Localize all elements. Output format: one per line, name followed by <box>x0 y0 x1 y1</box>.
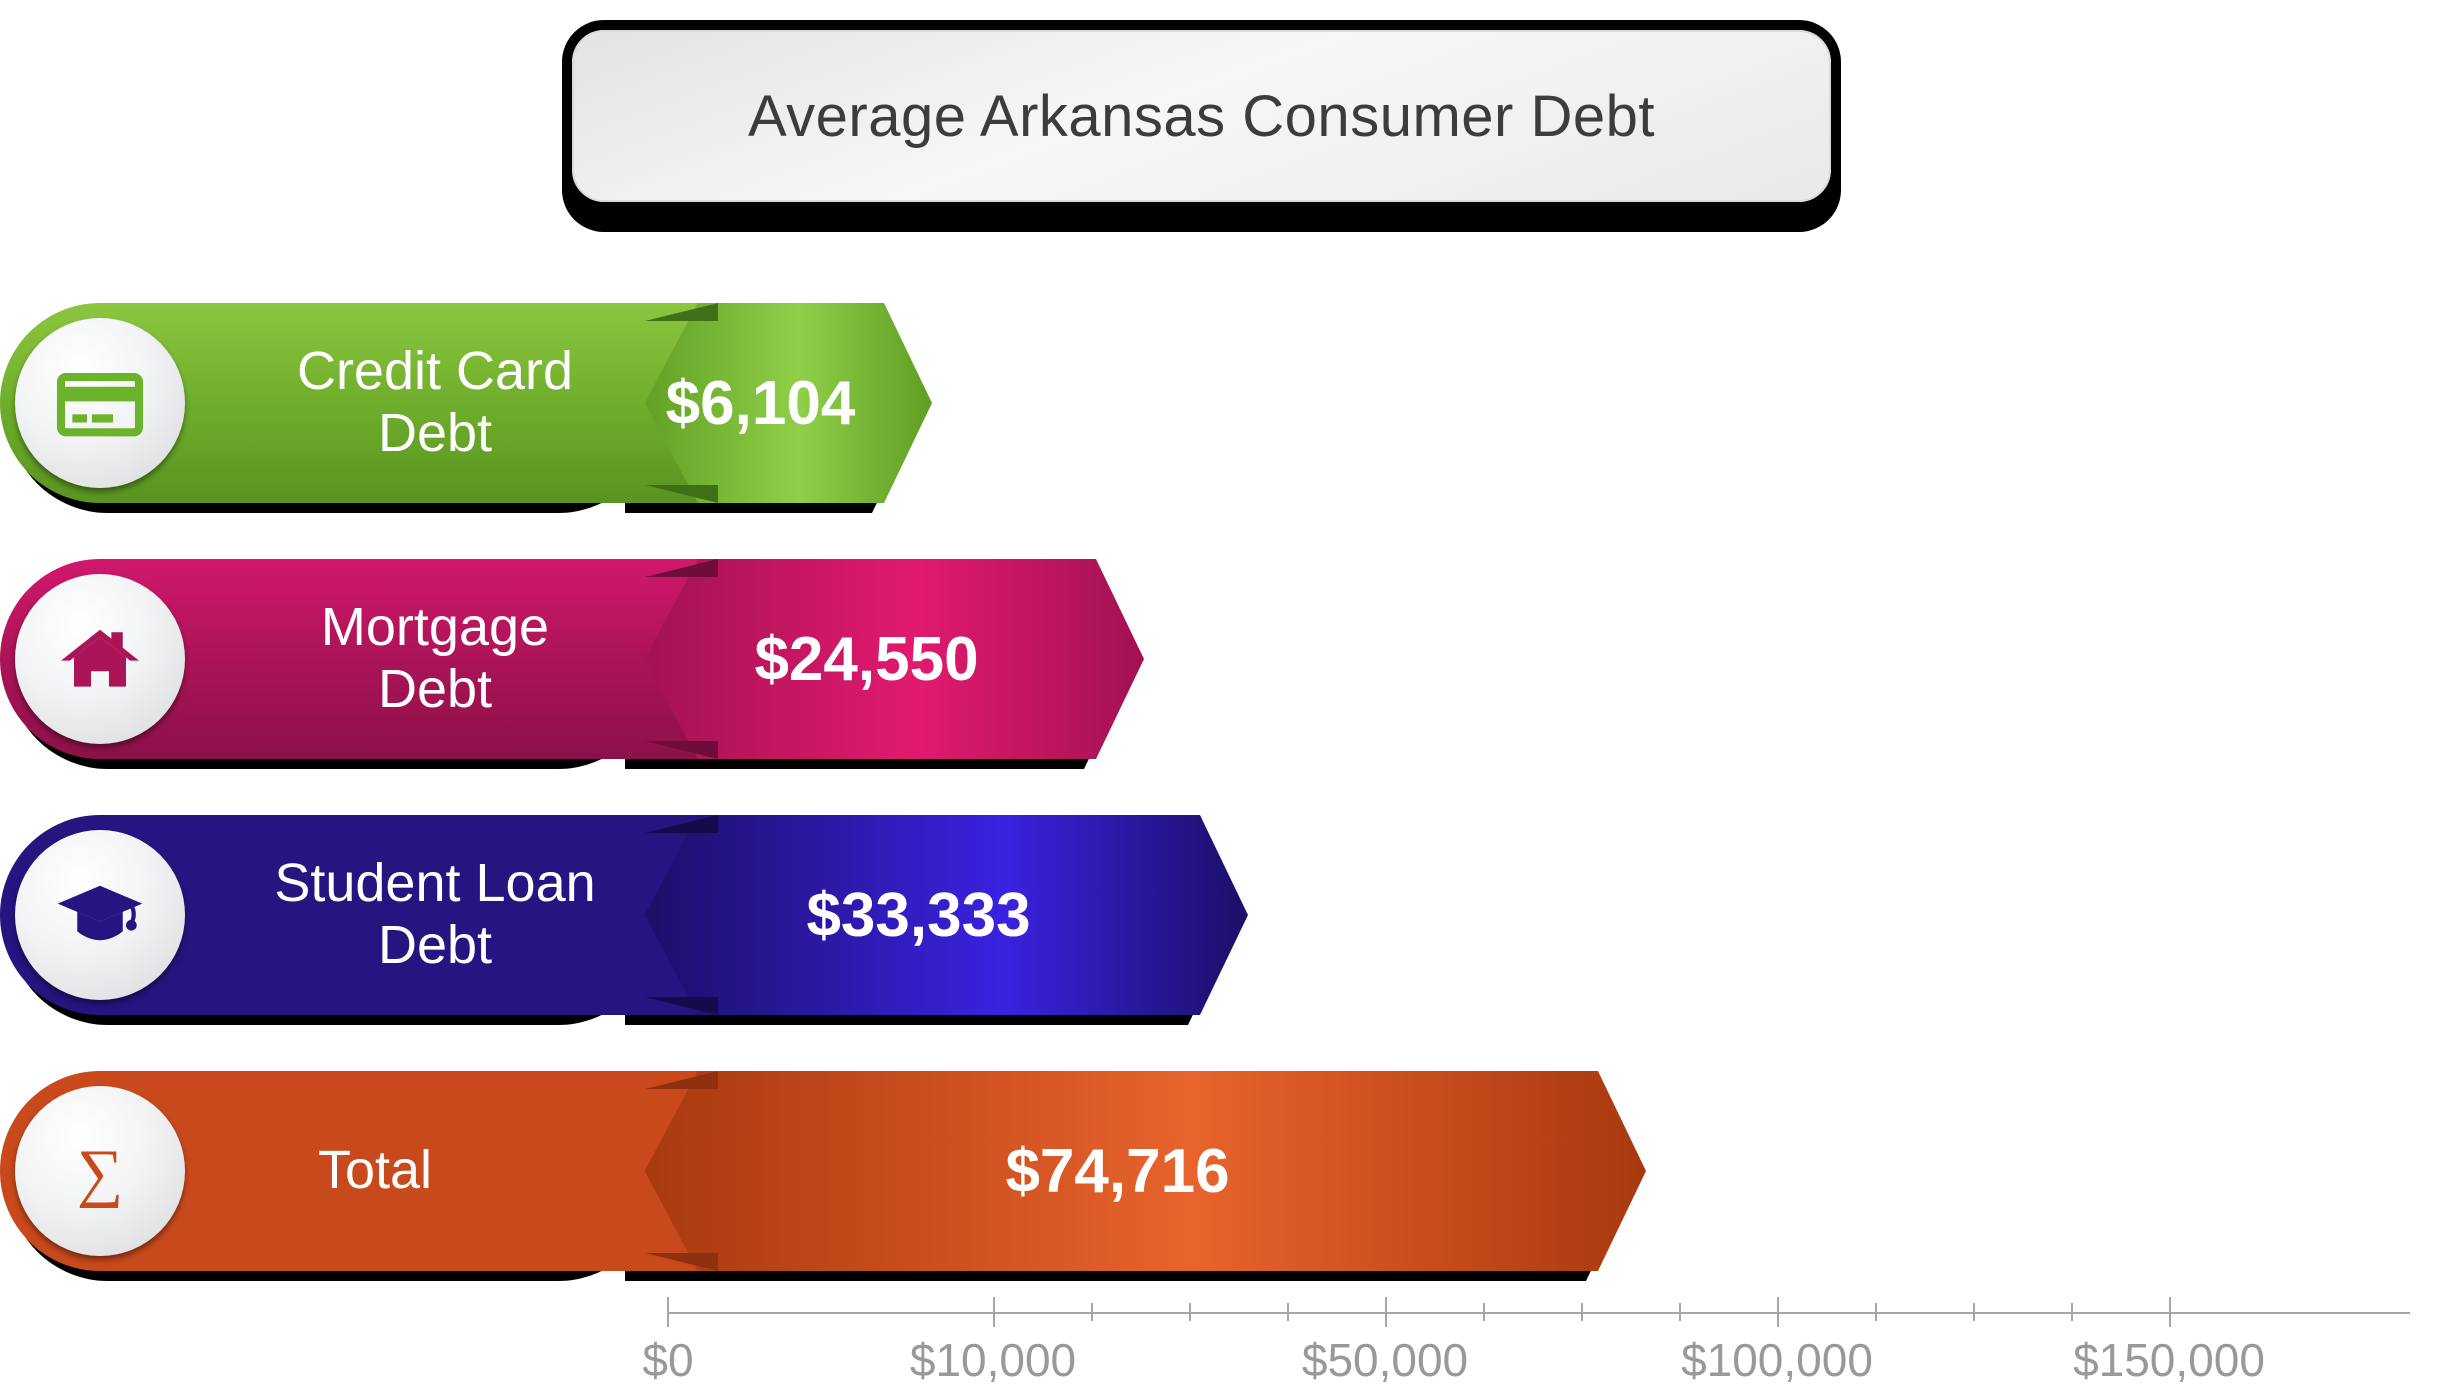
svg-text:∑: ∑ <box>77 1137 123 1209</box>
